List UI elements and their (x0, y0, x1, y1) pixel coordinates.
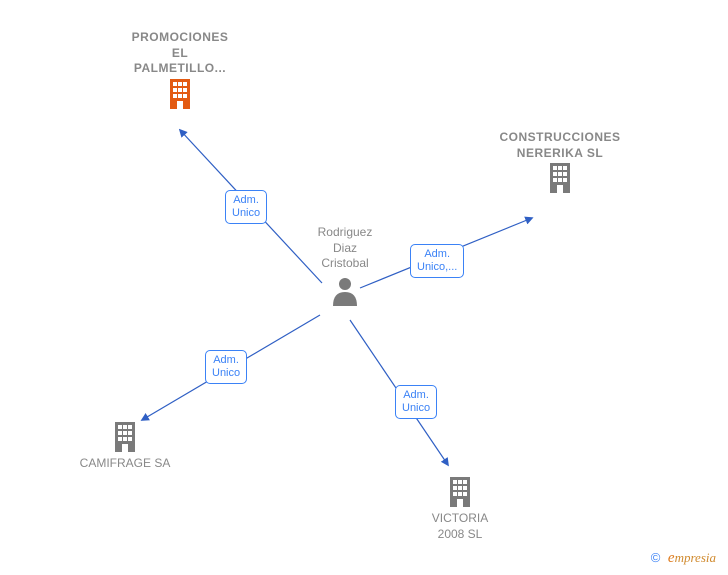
edge-label: Adm. Unico (225, 190, 267, 224)
company-label: CAMIFRAGE SA (70, 456, 180, 472)
building-icon (70, 420, 180, 452)
diagram-canvas: Rodriguez Diaz Cristobal PROMOCIONES EL … (0, 0, 728, 575)
company-node-victoria[interactable]: VICTORIA 2008 SL (405, 475, 515, 542)
center-person-node[interactable]: Rodriguez Diaz Cristobal (305, 225, 385, 306)
company-node-promociones[interactable]: PROMOCIONES EL PALMETILLO... (115, 30, 245, 109)
edge-label: Adm. Unico (395, 385, 437, 419)
center-person-label: Rodriguez Diaz Cristobal (305, 225, 385, 272)
building-icon (405, 475, 515, 507)
company-node-camifrage[interactable]: CAMIFRAGE SA (70, 420, 180, 472)
brand-name: empresia (668, 550, 716, 565)
building-icon (495, 161, 625, 193)
company-label: VICTORIA 2008 SL (405, 511, 515, 542)
company-label: CONSTRUCCIONES NERERIKA SL (495, 130, 625, 161)
building-icon (115, 77, 245, 109)
person-icon (305, 276, 385, 306)
edge-label: Adm. Unico (205, 350, 247, 384)
copyright-symbol: © (651, 550, 661, 565)
footer-attribution: © empresia (651, 550, 716, 567)
edge-label: Adm. Unico,... (410, 244, 464, 278)
company-node-construcciones[interactable]: CONSTRUCCIONES NERERIKA SL (495, 130, 625, 193)
company-label: PROMOCIONES EL PALMETILLO... (115, 30, 245, 77)
